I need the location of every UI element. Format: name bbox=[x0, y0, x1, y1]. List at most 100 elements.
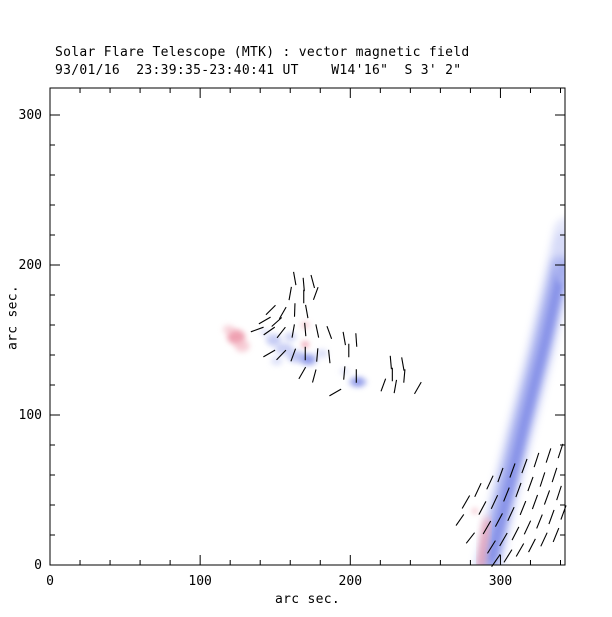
y-tick-label: 300 bbox=[19, 108, 42, 123]
vector-mark bbox=[545, 448, 552, 463]
x-tick-label: 300 bbox=[489, 574, 512, 589]
vector-mark bbox=[263, 349, 276, 358]
vector-mark bbox=[528, 538, 536, 553]
vector-mark bbox=[503, 549, 513, 563]
vector-mark bbox=[310, 274, 316, 289]
x-tick-label: 100 bbox=[188, 574, 211, 589]
vector-mark bbox=[389, 355, 392, 370]
vector-mark bbox=[539, 472, 546, 487]
vector-mark bbox=[497, 467, 504, 483]
magnetogram-blob bbox=[315, 349, 328, 358]
plot-title: Solar Flare Telescope (MTK) : vector mag… bbox=[55, 45, 470, 60]
vector-mark bbox=[258, 316, 271, 325]
vector-mark bbox=[250, 326, 264, 333]
vector-mark bbox=[515, 543, 525, 557]
vector-mark bbox=[293, 271, 297, 286]
vector-field-layer bbox=[250, 271, 567, 567]
magnetogram-blob bbox=[284, 332, 297, 342]
vector-mark bbox=[486, 475, 494, 490]
magnetogram-blob bbox=[260, 328, 270, 337]
vector-mark bbox=[503, 487, 510, 502]
vector-mark bbox=[531, 494, 539, 510]
vector-mark bbox=[548, 509, 555, 525]
vector-mark bbox=[511, 526, 520, 541]
vector-mark bbox=[355, 333, 358, 347]
vector-mark bbox=[328, 349, 331, 364]
vector-mark bbox=[556, 485, 562, 501]
vector-mark bbox=[393, 379, 398, 394]
magnetogram-blob bbox=[353, 379, 363, 385]
vector-mark bbox=[557, 443, 564, 459]
vector-mark bbox=[276, 326, 286, 339]
magnetogram-blob bbox=[234, 340, 250, 352]
vector-mark bbox=[533, 452, 540, 468]
vector-mark bbox=[302, 277, 305, 292]
magnetogram-blob bbox=[222, 325, 235, 334]
magnetogram-blob bbox=[471, 508, 478, 514]
vector-mark bbox=[291, 324, 295, 338]
vector-mark bbox=[265, 304, 276, 316]
vector-mark bbox=[380, 378, 387, 392]
vector-mark bbox=[401, 357, 405, 371]
vector-mark bbox=[316, 348, 319, 362]
magnetogram-blob bbox=[552, 230, 565, 285]
vector-mark bbox=[414, 381, 422, 395]
vector-mark bbox=[507, 506, 515, 522]
magnetogram-blob bbox=[270, 356, 283, 366]
axes-box bbox=[49, 87, 566, 566]
vector-mark bbox=[519, 500, 527, 516]
x-tick-label: 200 bbox=[339, 574, 362, 589]
vector-mark bbox=[455, 514, 465, 526]
vector-mark bbox=[298, 366, 307, 380]
vector-mark bbox=[551, 467, 558, 483]
vector-mark bbox=[490, 494, 499, 510]
magnetogram-blob bbox=[275, 343, 294, 355]
vector-mark bbox=[311, 369, 317, 383]
vector-mark bbox=[288, 286, 292, 301]
axes-layer: 0 100 200 300 0 100 200 300 bbox=[19, 87, 566, 589]
vector-mark bbox=[543, 490, 551, 505]
vector-mark bbox=[515, 482, 522, 498]
magnetogram-layer bbox=[222, 217, 565, 565]
vector-mark bbox=[527, 476, 534, 492]
vector-mark bbox=[523, 520, 532, 535]
magnetogram-blob bbox=[301, 341, 310, 348]
vector-mark bbox=[305, 304, 309, 319]
vector-mark bbox=[403, 369, 406, 383]
vector-mark bbox=[486, 540, 496, 554]
vector-mark bbox=[478, 501, 487, 515]
y-tick-label: 0 bbox=[34, 558, 42, 573]
vector-mark bbox=[509, 463, 516, 478]
vector-mark bbox=[521, 458, 528, 474]
vector-mark bbox=[263, 326, 276, 336]
magnetogram-streak bbox=[486, 263, 565, 564]
vector-mark bbox=[276, 349, 287, 361]
y-tick-label: 200 bbox=[19, 258, 42, 273]
vector-mark bbox=[461, 495, 471, 509]
x-axis-label: arc sec. bbox=[274, 592, 340, 607]
vector-mark bbox=[494, 513, 503, 527]
vector-mark bbox=[329, 388, 342, 397]
magnetogram-blob bbox=[303, 356, 313, 363]
vector-mark bbox=[278, 306, 287, 320]
plot-subtitle: 93/01/16 23:39:35-23:40:41 UT W14'16" S … bbox=[55, 63, 462, 78]
vector-mark bbox=[536, 514, 543, 529]
vector-mark bbox=[482, 520, 492, 535]
vector-mark bbox=[342, 331, 347, 346]
vector-mark bbox=[315, 324, 320, 338]
x-tick-label: 0 bbox=[46, 574, 54, 589]
vector-mark bbox=[465, 532, 476, 544]
vector-mark bbox=[540, 532, 548, 547]
y-tick-label: 100 bbox=[19, 408, 42, 423]
vector-mark bbox=[326, 325, 333, 340]
vector-mark bbox=[343, 366, 346, 380]
vector-mark bbox=[552, 527, 560, 543]
vector-mark bbox=[312, 286, 319, 301]
vector-mark bbox=[304, 322, 307, 337]
vector-mark bbox=[474, 482, 482, 498]
vector-mark bbox=[290, 348, 297, 362]
vector-mark bbox=[271, 317, 283, 327]
vector-mark bbox=[499, 532, 508, 547]
